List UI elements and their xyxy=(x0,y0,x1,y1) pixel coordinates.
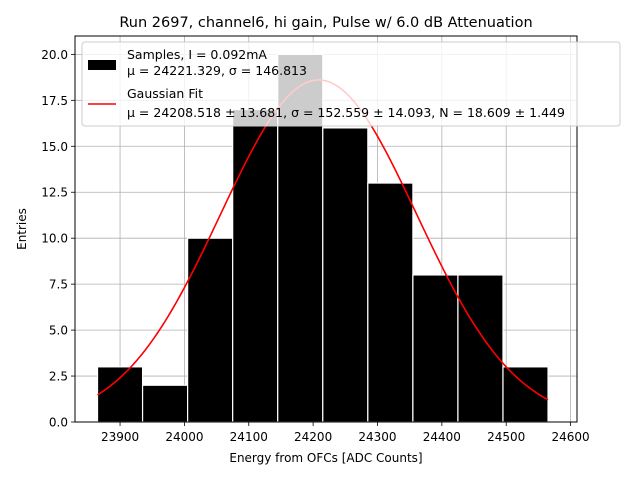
x-tick-label: 23900 xyxy=(101,430,139,444)
histogram-bar xyxy=(367,182,414,423)
x-tick-label: 24500 xyxy=(487,430,525,444)
y-tick-label: 17.5 xyxy=(41,94,68,108)
legend-samples-label: Samples, I = 0.092mA xyxy=(127,47,267,62)
histogram-bar xyxy=(502,366,549,423)
y-axis-ticks: 0.0 2.5 5.0 7.5 10.0 12.5 15.0 17.5 20.0 xyxy=(41,48,75,430)
legend-fit-label: Gaussian Fit xyxy=(127,86,203,101)
x-axis-ticks: 23900 24000 24100 24200 24300 24400 24500 24600 xyxy=(101,422,590,444)
y-tick-label: 15.0 xyxy=(41,140,68,154)
histogram-bar xyxy=(141,384,189,423)
histogram-bar xyxy=(322,127,369,423)
x-tick-label: 24200 xyxy=(294,430,332,444)
x-tick-label: 24000 xyxy=(165,430,203,444)
histogram-bar xyxy=(232,108,279,423)
histogram-bar xyxy=(187,237,234,423)
legend: Samples, I = 0.092mA μ = 24221.329, σ = … xyxy=(81,41,621,127)
legend-box xyxy=(81,41,621,127)
x-tick-label: 24100 xyxy=(230,430,268,444)
legend-samples-swatch xyxy=(88,60,116,70)
y-tick-label: 20.0 xyxy=(41,48,68,62)
y-axis-label: Entries xyxy=(15,208,29,250)
histogram-bar xyxy=(457,274,504,423)
histogram-bar xyxy=(412,274,459,423)
x-axis-label: Energy from OFCs [ADC Counts] xyxy=(229,451,422,465)
y-tick-label: 12.5 xyxy=(41,186,68,200)
x-tick-label: 24600 xyxy=(551,430,589,444)
y-tick-label: 7.5 xyxy=(49,278,68,292)
legend-samples-stats: μ = 24221.329, σ = 146.813 xyxy=(127,63,307,78)
legend-fit-stats: μ = 24208.518 ± 13.681, σ = 152.559 ± 14… xyxy=(127,105,565,120)
plot-frame xyxy=(74,35,578,423)
y-tick-label: 2.5 xyxy=(49,370,68,384)
histogram-bar xyxy=(96,366,144,423)
x-tick-label: 24400 xyxy=(423,430,461,444)
chart-title: Run 2697, channel6, hi gain, Pulse w/ 6.… xyxy=(119,15,532,31)
y-tick-label: 0.0 xyxy=(49,416,68,430)
y-tick-label: 5.0 xyxy=(49,324,68,338)
histogram-bars xyxy=(96,53,549,423)
x-tick-label: 24300 xyxy=(358,430,396,444)
y-tick-label: 10.0 xyxy=(41,232,68,246)
